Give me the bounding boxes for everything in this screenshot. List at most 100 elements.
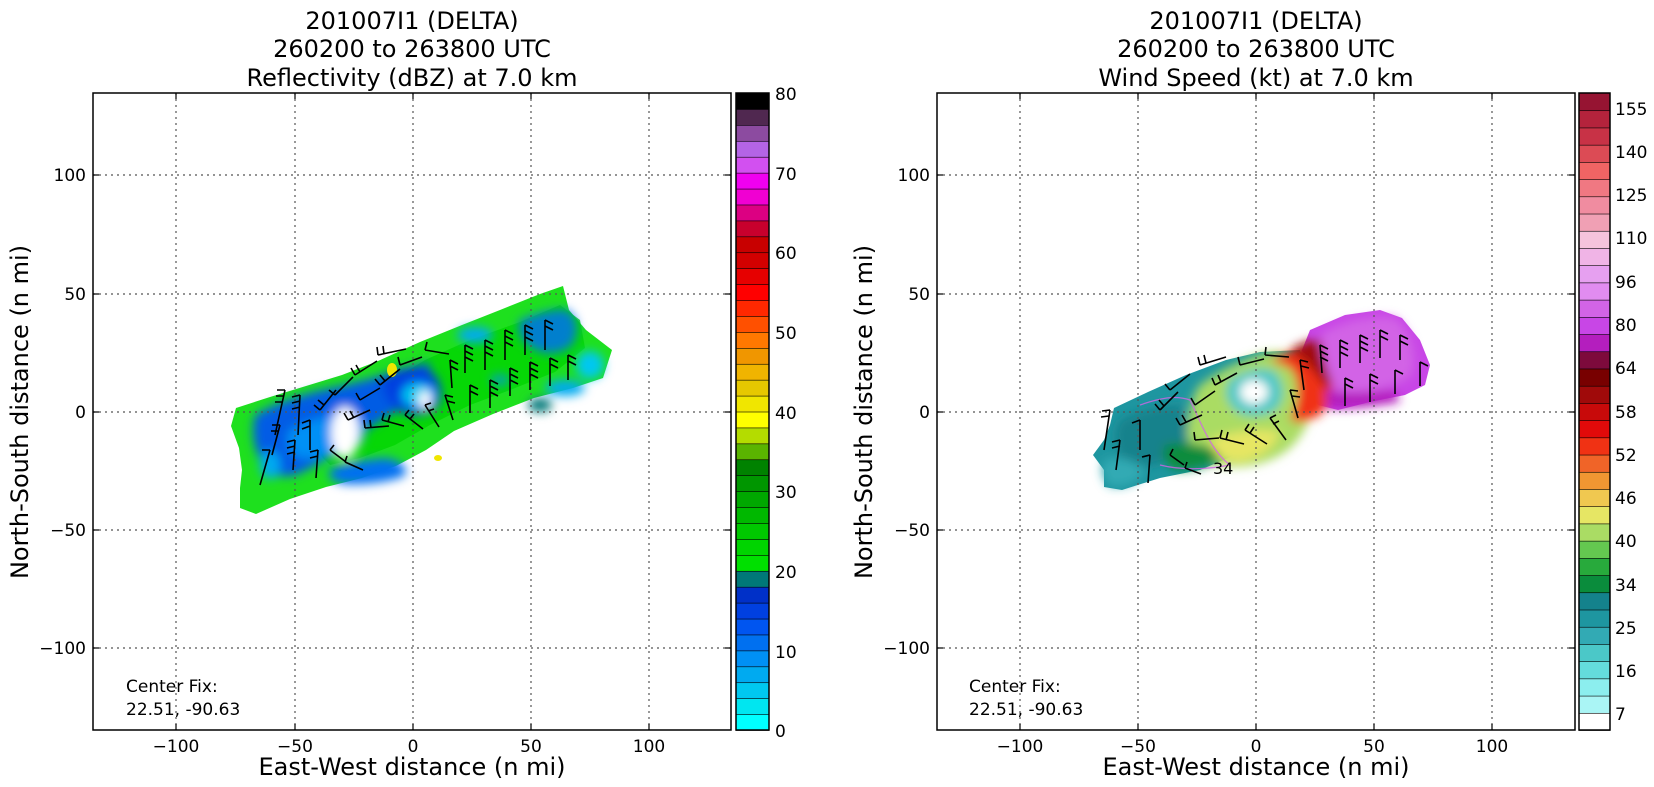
wind-colorbar-swatch (1578, 213, 1611, 232)
reflectivity-title-line-1: 201007I1 (DELTA) (305, 7, 518, 35)
wind-colorbar-swatch (1578, 437, 1611, 456)
reflectivity-colorbar-tick-label: 20 (775, 563, 797, 583)
wind-colorbar: 155 140 125 110 96 80 64 58 52 46 40 34 … (1578, 92, 1647, 731)
reflectivity-wind-barbs (259, 319, 577, 486)
wind-colorbar-swatch (1578, 591, 1611, 611)
reflectivity-colorbar-swatch (735, 427, 770, 445)
reflectivity-y-tick-label: −100 (39, 639, 86, 659)
wind-colorbar-swatch (1578, 488, 1611, 507)
wind-x-tick-label: 100 (1476, 737, 1508, 757)
reflectivity-title-line-3: Reflectivity (dBZ) at 7.0 km (247, 64, 578, 92)
reflectivity-y-tick-labels: 100 50 0 −50 −100 (39, 166, 86, 659)
wind-colorbar-swatch (1578, 540, 1611, 559)
reflectivity-x-tick-label: 0 (408, 737, 419, 757)
reflectivity-center-fix-value: 22.51, -90.63 (126, 700, 240, 720)
reflectivity-x-tick-label: −100 (153, 737, 200, 757)
wind-y-axis-label: North-South distance (n mi) (850, 245, 878, 579)
wind-y-tick-label: −50 (894, 521, 930, 541)
reflectivity-ticks (93, 93, 731, 730)
wind-colorbar-swatch (1578, 333, 1611, 353)
reflectivity-colorbar-tick-labels: 80 70 60 50 40 30 20 10 0 (775, 85, 797, 742)
wind-x-tick-label: 50 (1363, 737, 1385, 757)
reflectivity-colorbar-swatch (735, 506, 770, 524)
wind-speed-field: 34 (1093, 310, 1430, 490)
reflectivity-colorbar-swatch (735, 220, 770, 238)
wind-colorbar-tick-label: 46 (1615, 489, 1637, 509)
wind-center-fix-value: 22.51, -90.63 (969, 700, 1083, 720)
reflectivity-colorbar-tick-label: 10 (775, 643, 797, 663)
reflectivity-colorbar-swatch (735, 697, 770, 715)
wind-colorbar-swatch (1578, 678, 1611, 697)
wind-colorbar-swatch (1578, 196, 1611, 215)
wind-colorbar-tick-label: 110 (1615, 229, 1647, 249)
reflectivity-colorbar-swatch (735, 474, 770, 492)
reflectivity-colorbar-tick-label: 30 (775, 483, 797, 503)
reflectivity-x-tick-label: −50 (277, 737, 313, 757)
wind-colorbar-tick-label: 125 (1615, 186, 1647, 206)
reflectivity-colorbar-swatch (735, 586, 770, 604)
reflectivity-colorbar-swatch (735, 650, 770, 668)
reflectivity-colorbar-swatch (735, 618, 770, 636)
wind-grid (937, 93, 1575, 730)
wind-colorbar-border (1578, 92, 1611, 731)
wind-ticks (937, 93, 1575, 730)
reflectivity-colorbar-swatch (735, 347, 770, 365)
wind-colorbar-tick-label: 58 (1615, 403, 1637, 423)
wind-colorbar-swatches (1578, 92, 1611, 731)
wind-title-line-3: Wind Speed (kt) at 7.0 km (1098, 64, 1413, 92)
wind-colorbar-tick-label: 40 (1615, 532, 1637, 552)
reflectivity-colorbar-swatch (735, 665, 770, 684)
wind-colorbar-swatch (1578, 282, 1611, 301)
wind-colorbar-swatch (1578, 712, 1611, 731)
wind-y-tick-labels: 100 50 0 −50 −100 (883, 166, 930, 659)
wind-title-line-1: 201007I1 (DELTA) (1149, 7, 1362, 35)
reflectivity-center-fix-label: Center Fix: (126, 677, 218, 697)
reflectivity-x-tick-labels: −100 −50 0 50 100 (153, 737, 666, 757)
wind-colorbar-swatch (1578, 402, 1611, 421)
reflectivity-colorbar-swatch (735, 363, 770, 381)
wind-x-tick-labels: −100 −50 0 50 100 (997, 737, 1509, 757)
wind-colorbar-tick-labels: 155 140 125 110 96 80 64 58 52 46 40 34 … (1615, 100, 1647, 725)
wind-y-tick-label: 0 (919, 403, 930, 423)
reflectivity-colorbar-tick-label: 0 (775, 722, 786, 742)
wind-center-fix-label: Center Fix: (969, 677, 1061, 697)
reflectivity-colorbar-swatch (735, 204, 770, 222)
reflectivity-colorbar-swatch (735, 538, 770, 556)
reflectivity-y-axis-label: North-South distance (n mi) (6, 245, 34, 579)
wind-colorbar-swatch (1578, 230, 1611, 249)
wind-colorbar-swatch (1578, 574, 1611, 594)
reflectivity-colorbar-swatch (735, 379, 770, 397)
wind-colorbar-swatch (1578, 316, 1611, 335)
reflectivity-colorbar-tick-label: 80 (775, 85, 797, 105)
wind-y-tick-label: 100 (898, 166, 930, 186)
reflectivity-colorbar-swatch (735, 267, 770, 285)
reflectivity-y-tick-label: 0 (75, 403, 86, 423)
wind-colorbar-swatch (1578, 299, 1611, 318)
wind-colorbar-swatch (1578, 385, 1611, 404)
reflectivity-grid (93, 93, 731, 730)
reflectivity-x-tick-label: 100 (633, 737, 665, 757)
wind-x-tick-label: 0 (1251, 737, 1262, 757)
wind-x-tick-label: −100 (997, 737, 1044, 757)
wind-colorbar-swatch (1578, 523, 1611, 542)
reflectivity-colorbar-swatch (735, 124, 770, 142)
reflectivity-title-line-2: 260200 to 263800 UTC (273, 35, 551, 63)
reflectivity-y-tick-label: 50 (64, 285, 86, 305)
reflectivity-colorbar-swatch (735, 570, 770, 588)
wind-colorbar-swatch (1578, 368, 1611, 387)
reflectivity-colorbar-swatch (735, 443, 770, 461)
reflectivity-colorbar-swatch (735, 236, 770, 254)
reflectivity-colorbar-swatch (735, 299, 770, 317)
reflectivity-colorbar-tick-label: 70 (775, 165, 797, 185)
reflectivity-y-tick-label: −50 (50, 521, 86, 541)
wind-speed-panel: 201007I1 (DELTA) 260200 to 263800 UTC Wi… (850, 7, 1647, 781)
wind-colorbar-swatch (1578, 109, 1611, 129)
wind-colorbar-tick-label: 155 (1615, 100, 1647, 120)
wind-plot-area: 34 (883, 92, 1576, 757)
reflectivity-colorbar-swatch (735, 554, 770, 572)
reflectivity-colorbar-swatch (735, 140, 770, 158)
wind-colorbar-swatch (1578, 505, 1611, 525)
reflectivity-colorbar-swatch (735, 713, 770, 731)
reflectivity-x-tick-label: 50 (520, 737, 542, 757)
